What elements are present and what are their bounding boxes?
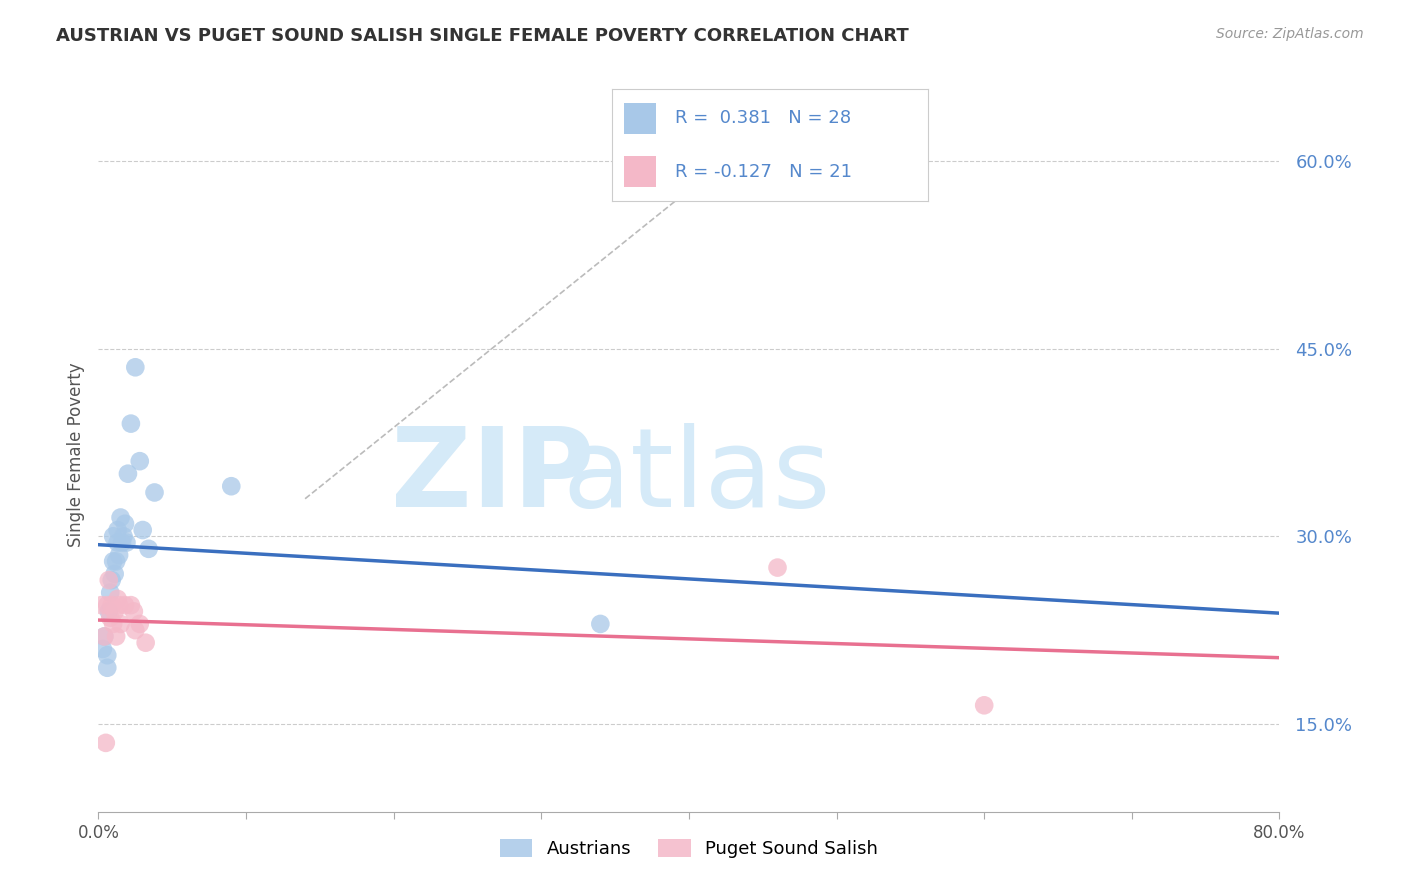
Point (124, 623, 146, 637)
Point (115, 535, 138, 549)
FancyBboxPatch shape (624, 103, 655, 134)
Text: Source: ZipAtlas.com: Source: ZipAtlas.com (1216, 27, 1364, 41)
Point (96, 598, 118, 612)
Point (94, 736, 117, 750)
Point (120, 417, 142, 431)
Point (91, 642, 114, 657)
Point (120, 598, 142, 612)
Text: AUSTRIAN VS PUGET SOUND SALISH SINGLE FEMALE POVERTY CORRELATION CHART: AUSTRIAN VS PUGET SOUND SALISH SINGLE FE… (56, 27, 910, 45)
Point (112, 529, 135, 543)
Text: ZIP: ZIP (391, 423, 595, 530)
Point (103, 616, 125, 631)
Point (107, 591, 129, 606)
Point (97, 573, 120, 587)
Point (128, 454, 150, 468)
Point (93, 630, 115, 644)
Point (589, 616, 612, 631)
Point (128, 616, 150, 631)
Point (117, 467, 139, 481)
Text: R = -0.127   N = 21: R = -0.127 N = 21 (675, 162, 852, 181)
Point (110, 616, 132, 631)
Point (138, 541, 160, 556)
Point (98, 585, 121, 599)
FancyBboxPatch shape (624, 156, 655, 187)
Point (143, 485, 166, 500)
Point (105, 630, 128, 644)
Point (103, 529, 125, 543)
Point (124, 360, 146, 375)
Point (107, 523, 129, 537)
Point (93, 630, 115, 644)
Point (132, 523, 155, 537)
Point (114, 516, 136, 531)
Point (100, 573, 122, 587)
Point (221, 479, 243, 493)
Text: atlas: atlas (562, 423, 831, 530)
Point (97, 604, 120, 618)
Point (90, 598, 112, 612)
Point (111, 535, 134, 549)
Point (105, 554, 128, 568)
Point (766, 560, 789, 574)
Point (110, 510, 132, 524)
Point (104, 566, 127, 581)
Point (122, 604, 145, 618)
Point (108, 548, 131, 562)
Legend: Austrians, Puget Sound Salish: Austrians, Puget Sound Salish (491, 830, 887, 867)
Point (98, 610, 121, 624)
Point (973, 698, 995, 713)
Point (96, 648, 118, 663)
Text: R =  0.381   N = 28: R = 0.381 N = 28 (675, 109, 851, 128)
Point (108, 598, 131, 612)
Point (107, 535, 129, 549)
Point (114, 598, 136, 612)
Y-axis label: Single Female Poverty: Single Female Poverty (66, 363, 84, 547)
Point (104, 604, 127, 618)
Point (135, 636, 157, 650)
Point (103, 554, 125, 568)
Point (100, 598, 122, 612)
Point (96, 661, 118, 675)
